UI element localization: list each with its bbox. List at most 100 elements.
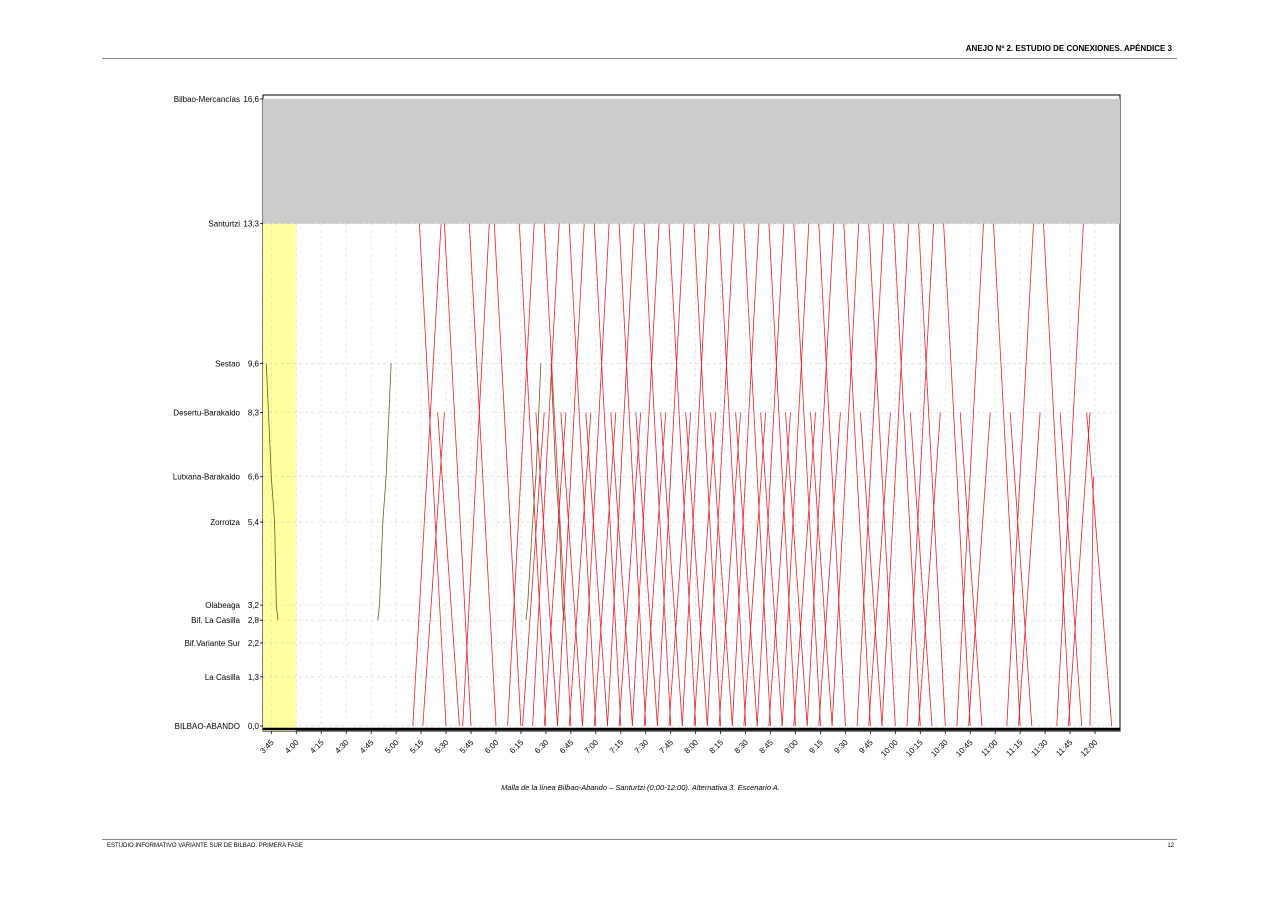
station-label: BILBAO-ABANDO bbox=[175, 722, 240, 731]
y-tick-label: 3,2 bbox=[248, 601, 260, 610]
train-path bbox=[768, 223, 796, 727]
y-tick-label: 1,3 bbox=[248, 673, 260, 682]
train-path bbox=[468, 223, 497, 727]
train-path bbox=[1059, 412, 1083, 727]
train-path bbox=[860, 412, 883, 727]
y-tick-label: 2,2 bbox=[248, 639, 260, 648]
train-path bbox=[582, 223, 610, 727]
station-label: La Casilla bbox=[205, 673, 241, 682]
train-path bbox=[1068, 412, 1091, 727]
train-path bbox=[543, 223, 572, 727]
station-label: Olabeaga bbox=[205, 601, 240, 610]
x-tick-label: 9:45 bbox=[857, 738, 875, 756]
train-path bbox=[1006, 223, 1034, 727]
train-path bbox=[643, 412, 667, 727]
train-path bbox=[1086, 412, 1113, 727]
train-path bbox=[785, 412, 808, 727]
x-tick-label: 9:15 bbox=[808, 738, 826, 756]
x-tick-label: 7:45 bbox=[658, 738, 676, 756]
train-path bbox=[843, 223, 871, 727]
train-path bbox=[831, 223, 860, 727]
highlight-band bbox=[263, 223, 297, 731]
train-path bbox=[462, 223, 490, 727]
train-path bbox=[806, 223, 835, 727]
station-label: Zorrotza bbox=[210, 518, 240, 527]
train-path bbox=[419, 223, 447, 727]
x-tick-label: 8:15 bbox=[708, 738, 726, 756]
train-path bbox=[681, 223, 710, 727]
y-tick-label: 0,0 bbox=[248, 722, 260, 731]
train-path bbox=[507, 223, 535, 727]
train-path bbox=[1018, 412, 1041, 727]
train-path bbox=[1009, 412, 1033, 727]
station-label: Lutxana-Barakaldo bbox=[173, 473, 241, 482]
train-path bbox=[760, 412, 783, 727]
x-tick-label: 12:00 bbox=[1079, 738, 1100, 759]
train-path bbox=[635, 412, 658, 727]
train-path bbox=[557, 223, 585, 727]
train-path bbox=[793, 412, 816, 727]
train-path bbox=[881, 223, 910, 727]
train-path bbox=[607, 223, 635, 727]
x-tick-label: 9:00 bbox=[783, 738, 801, 756]
train-path bbox=[437, 412, 460, 727]
train-path bbox=[657, 223, 685, 727]
x-tick-label: 10:30 bbox=[929, 738, 950, 759]
station-label: Bif. La Casilla bbox=[191, 616, 240, 625]
train-path bbox=[568, 223, 597, 727]
station-label: Bilbao-Mercancías bbox=[174, 95, 240, 104]
x-tick-label: 9:30 bbox=[832, 738, 850, 756]
header-divider bbox=[102, 58, 1177, 59]
train-path bbox=[943, 223, 971, 727]
x-tick-label: 4:00 bbox=[283, 738, 301, 756]
train-path bbox=[793, 223, 821, 727]
train-path bbox=[535, 412, 558, 727]
train-path bbox=[968, 412, 991, 727]
train-path bbox=[993, 223, 1021, 727]
x-tick-label: 6:00 bbox=[483, 738, 501, 756]
train-path bbox=[660, 412, 683, 727]
train-path bbox=[718, 412, 741, 727]
x-tick-label: 11:30 bbox=[1029, 738, 1049, 758]
footer-divider bbox=[102, 839, 1177, 840]
x-tick-label: 11:00 bbox=[980, 738, 1000, 758]
train-path bbox=[632, 223, 660, 727]
freight-train-path bbox=[377, 363, 392, 621]
x-tick-label: 5:45 bbox=[458, 738, 476, 756]
footer-page-number: 12 bbox=[1167, 843, 1174, 849]
train-path bbox=[731, 223, 760, 727]
train-path bbox=[444, 223, 472, 727]
train-path bbox=[756, 223, 785, 727]
station-label: Santurtzi bbox=[208, 220, 240, 229]
train-path bbox=[906, 223, 934, 727]
train-path bbox=[593, 223, 622, 727]
freight-train-path bbox=[265, 363, 279, 621]
train-path bbox=[668, 223, 697, 727]
train-path bbox=[618, 223, 647, 727]
train-path bbox=[868, 223, 896, 727]
train-path bbox=[1089, 476, 1094, 727]
y-tick-label: 6,6 bbox=[248, 473, 260, 482]
train-path bbox=[818, 412, 841, 727]
train-path bbox=[618, 412, 642, 727]
figure-caption: Malla de la línea Bilbao-Abando – Santur… bbox=[501, 783, 780, 792]
y-tick-label: 9,6 bbox=[248, 359, 260, 368]
x-tick-label: 11:45 bbox=[1054, 738, 1074, 758]
train-path bbox=[532, 223, 560, 727]
x-tick-label: 7:15 bbox=[608, 738, 626, 756]
train-path bbox=[1043, 223, 1071, 727]
x-tick-label: 7:30 bbox=[633, 738, 651, 756]
train-path bbox=[909, 412, 933, 727]
train-path bbox=[518, 223, 547, 727]
train-path bbox=[585, 412, 608, 727]
y-tick-label: 2,8 bbox=[248, 616, 260, 625]
train-path bbox=[743, 412, 766, 727]
y-tick-label: 16,6 bbox=[243, 95, 259, 104]
train-path bbox=[918, 412, 941, 727]
train-path bbox=[718, 223, 746, 727]
x-tick-label: 8:30 bbox=[733, 738, 751, 756]
x-tick-label: 5:15 bbox=[408, 738, 426, 756]
y-tick-label: 5,4 bbox=[248, 518, 260, 527]
x-tick-label: 10:15 bbox=[904, 738, 925, 759]
